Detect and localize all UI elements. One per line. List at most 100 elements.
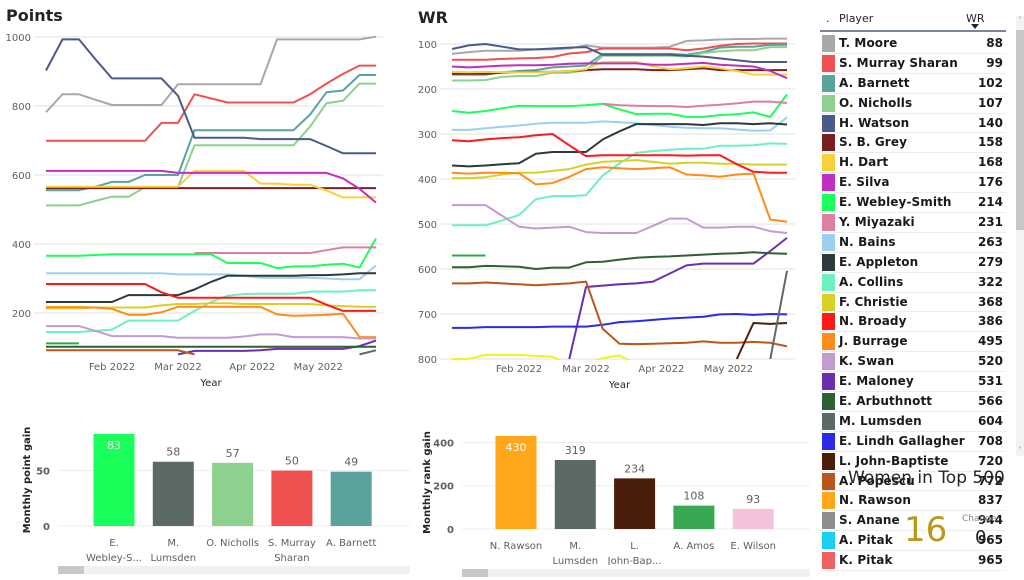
y-tick-label: 600 [12,171,31,182]
series-line-n-broady[interactable] [451,133,787,174]
series-line-e-appleton[interactable] [46,272,376,303]
player-column-header[interactable]: Player [839,12,874,25]
series-line-n-broady[interactable] [46,283,376,312]
color-column-header[interactable]: . [826,12,830,25]
table-row[interactable]: F. Christie 368 [820,293,1006,313]
player-wr: 566 [977,394,1003,409]
bar-m-lumsden[interactable] [554,460,596,529]
scrollbar-thumb[interactable] [58,566,84,574]
series-line-k-swan[interactable] [452,204,788,234]
series-line-o-nicholls[interactable] [46,82,376,207]
series-line-a-popescu[interactable] [452,280,788,348]
points-line-chart[interactable]: 200 400 600 800 1000 Feb 2022 Mar 2022 Apr 2022… [0,0,400,395]
series-line-j-burrage[interactable] [451,166,788,223]
series-line-a-popescu[interactable] [46,349,195,356]
player-color-swatch [822,552,835,570]
table-row[interactable]: S. Murray Sharan 99 [820,54,1006,74]
player-name: N. Rawson [839,493,912,508]
table-row[interactable]: E. Webley-Smith 214 [820,193,1006,214]
series-line-e-webley-smith[interactable] [451,93,788,118]
bar-o-nicholls[interactable] [212,462,254,526]
table-row[interactable]: A. Barnett 102 [820,74,1006,94]
table-vertical-scrollbar[interactable]: ˄ ˅ [1016,16,1024,456]
y-tick-label: 50 [36,467,50,478]
table-row[interactable]: J. Burrage 495 [820,332,1006,353]
series-line-l-john-baptiste[interactable] [735,322,788,360]
series-line-y-miyazaki[interactable] [602,100,788,108]
series-line-a-collins[interactable] [46,289,376,333]
player-wr: 386 [977,314,1003,329]
scroll-up-icon[interactable]: ˄ [1018,16,1022,25]
y-tick-label: 800 [418,355,437,366]
sort-descending-icon[interactable] [971,24,979,29]
series-line-n-bains[interactable] [452,116,788,132]
table-row[interactable]: K. Swan 520 [820,352,1006,373]
series-line-s-murray-sharan[interactable] [452,42,787,61]
table-row[interactable]: K. Pitak 965 [820,551,1006,572]
series-line-n-bains[interactable] [46,264,377,281]
bar-n-rawson[interactable] [495,436,537,529]
table-row[interactable]: S. B. Grey 158 [820,133,1006,154]
bar-e-webley-s[interactable] [93,434,135,526]
bar-m-lumsden[interactable] [152,461,194,526]
series-line-f-christie[interactable] [452,159,787,180]
table-row[interactable]: L. John-Baptiste 720 [820,452,1006,472]
player-wr: 837 [977,493,1003,508]
table-row[interactable]: T. Moore 88 [820,34,1006,54]
bar-a-barnett[interactable] [330,471,372,526]
series-line-m-lumsden[interactable] [769,270,788,360]
series-line-t-moore[interactable] [45,35,377,113]
series-line-e-maloney[interactable] [177,339,377,356]
table-row[interactable]: E. Maloney 531 [820,372,1006,393]
series-line-n-brazier[interactable] [452,353,636,365]
series-line-y-miyazaki[interactable] [194,246,377,254]
series-line-e-lindh-gallagher[interactable] [452,313,788,329]
bar-a-amos[interactable] [673,505,715,529]
series-line-e-silva[interactable] [46,169,377,204]
table-row[interactable]: E. Lindh Gallagher 708 [820,432,1006,452]
series-line-h-dart[interactable] [451,61,787,76]
table-row[interactable]: M. Lumsden 604 [820,412,1006,432]
table-row[interactable]: S. Anane 944 [820,511,1006,532]
bar-s-murray-sharan[interactable] [271,470,313,526]
series-line-m-lumsden[interactable] [359,349,377,356]
wr-line-chart[interactable]: 100 200 300 400 500 600 700 800 Feb 2022 Mar 2022… [410,0,820,395]
table-row[interactable]: N. Rawson 837 [820,491,1006,512]
bar-e-wilson[interactable] [732,508,774,529]
series-line-e-arbuthnott[interactable] [452,251,788,270]
table-row[interactable]: O. Nicholls 107 [820,94,1006,114]
scrollbar-thumb[interactable] [1016,30,1024,230]
table-row[interactable]: N. Bains 263 [820,233,1006,253]
series-line-h-dart[interactable] [46,169,376,199]
wr-column-header[interactable]: WR [966,12,985,25]
table-row[interactable]: E. Appleton 279 [820,253,1006,273]
table-row[interactable]: E. Silva 176 [820,173,1006,194]
table-row[interactable]: A. Collins 322 [820,273,1006,293]
rank-gain-horizontal-scrollbar[interactable] [462,569,810,577]
series-line-h-watson[interactable] [45,38,376,155]
table-row[interactable]: H. Watson 140 [820,114,1006,134]
player-wr: 102 [977,75,1003,90]
bar-l-john-bap[interactable] [614,478,656,529]
series-line-a-barnett[interactable] [46,74,376,192]
series-line-j-burrage[interactable] [46,305,376,339]
point-gain-horizontal-scrollbar[interactable] [58,566,410,574]
table-row[interactable]: A. Pitak 965 [820,531,1006,552]
table-row[interactable]: H. Dart 168 [820,153,1006,174]
table-row[interactable]: Y. Miyazaki 231 [820,213,1006,233]
scroll-down-icon[interactable]: ˅ [1018,446,1022,455]
series-line-h-watson[interactable] [451,43,787,63]
series-line-s-murray-sharan[interactable] [46,64,376,142]
table-row[interactable]: A. Popescu 772 [820,472,1006,492]
series-line-e-webley-smith[interactable] [46,238,377,270]
series-line-e-silva[interactable] [451,61,788,80]
series-line-e-maloney[interactable] [568,237,788,360]
series-line-e-appleton[interactable] [451,122,788,168]
table-row[interactable]: N. Broady 386 [820,312,1006,333]
table-row[interactable]: E. Arbuthnott 566 [820,392,1006,412]
scrollbar-thumb[interactable] [462,569,488,577]
y-tick-label: 200 [418,85,437,96]
series-line-k-swan[interactable] [46,325,376,340]
